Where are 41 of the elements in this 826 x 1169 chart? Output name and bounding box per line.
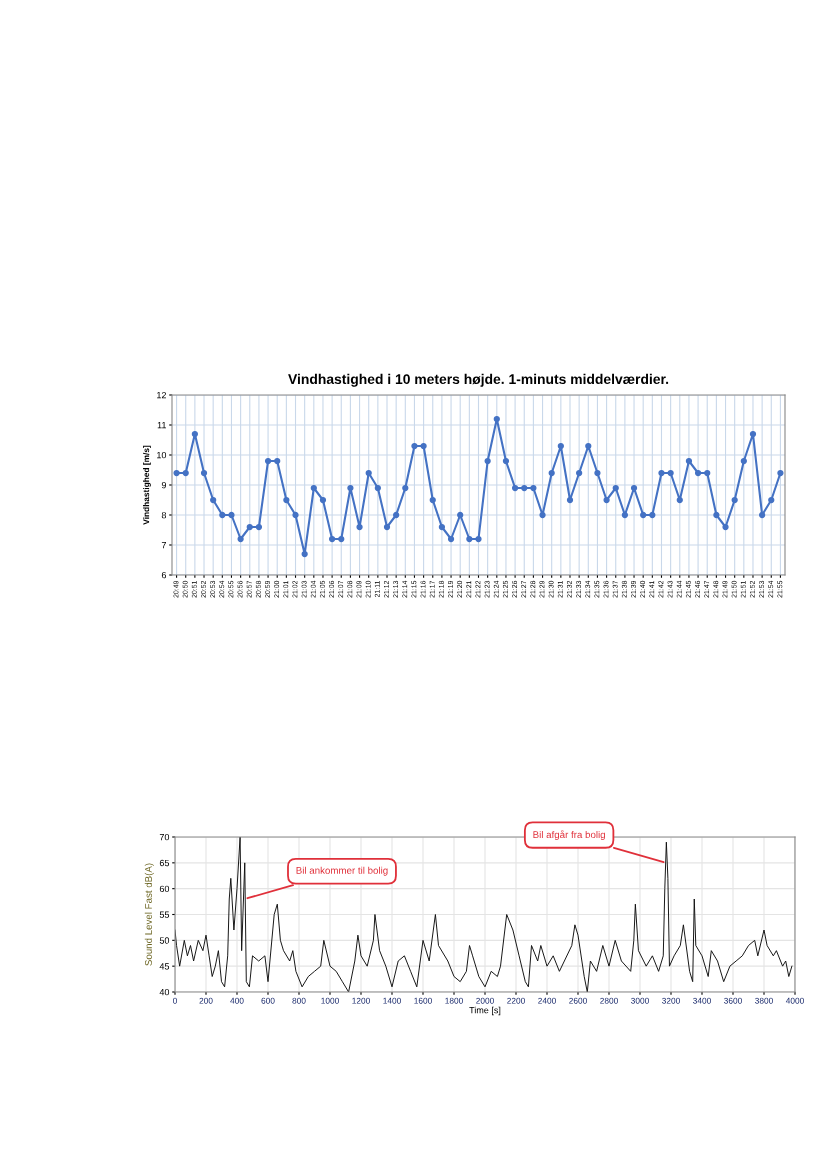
x-tick-label: 1800 [445,997,463,1004]
y-tick-label: 45 [159,963,170,970]
y-tick-label: 70 [159,833,170,841]
y-tick-label: 7 [161,542,166,549]
x-tick-label: 600 [261,997,275,1004]
x-tick-label: 1400 [383,997,401,1004]
y-tick-label: 50 [159,937,170,944]
y-tick-label: 8 [161,511,167,519]
y-tick-label: 40 [159,988,170,996]
x-tick-label: 1200 [352,997,370,1004]
x-tick-label: 4000 [785,997,804,1004]
x-tick-label: 2600 [569,997,587,1004]
y-tick-label: 9 [161,481,167,489]
x-tick-label: 0 [173,997,177,1004]
x-tick-label: 400 [230,997,244,1004]
annotation: Bil ankommer til bolig [296,866,388,876]
y-tick-label: 11 [157,422,166,429]
x-tick-label: 3800 [755,997,773,1004]
x-tick-label: 800 [292,997,306,1004]
x-tick-label: 3400 [693,997,711,1004]
x-tick-label: 3000 [631,997,649,1004]
y-tick-label: 60 [159,885,170,893]
x-tick-label: 200 [199,997,213,1004]
x-tick-label: 2200 [507,997,525,1004]
chart-title: Vindhastighed i 10 meters højde. 1-minuts middelværdier. [288,373,669,387]
x-tick-label: 3200 [662,997,680,1004]
y-axis-title: Sound Level Fast dB(A) [144,863,154,966]
annotation: Bil afgår fra bolig [533,830,605,840]
y-tick-label: 12 [157,391,166,399]
x-tick-label: 3600 [724,997,742,1004]
y-tick-label: 10 [157,451,167,459]
y-axis-title: Vindhastighed [m/s] [143,445,151,525]
y-tick-label: 65 [159,859,170,867]
y-tick-label: 55 [159,911,170,918]
x-axis-title: Time [s] [469,1006,501,1016]
x-tick-label: 1000 [321,997,339,1004]
x-tick-label: 2000 [476,997,494,1004]
x-tick-label: 1600 [414,997,432,1004]
y-tick-label: 6 [161,571,167,579]
x-tick-label: 2800 [600,997,618,1004]
x-tick-label: 2400 [538,997,556,1004]
